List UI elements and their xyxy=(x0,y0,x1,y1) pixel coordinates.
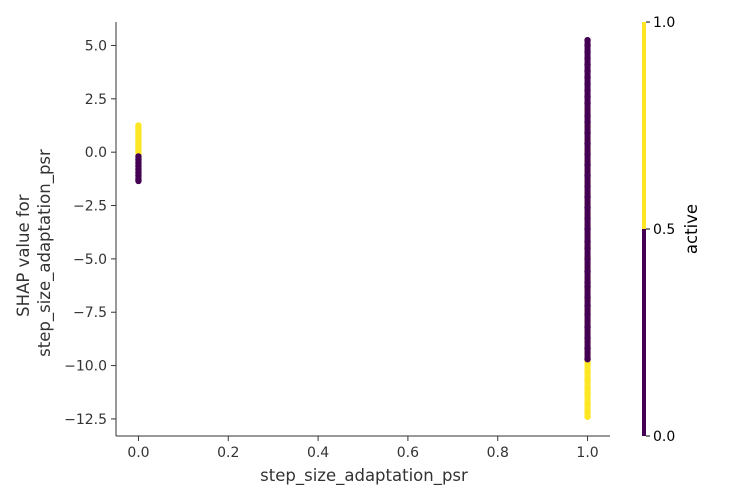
scatter-points xyxy=(135,36,591,420)
x-tick-label: 0.8 xyxy=(487,445,509,461)
scatter-point xyxy=(584,355,591,363)
x-tick-label: 0.0 xyxy=(127,445,149,461)
scatter-point xyxy=(584,140,591,147)
scatter-point xyxy=(584,255,591,263)
scatter-point xyxy=(584,323,591,331)
x-tick-label: 0.4 xyxy=(307,445,329,461)
scatter-point xyxy=(584,61,591,68)
x-tick-label: 0.2 xyxy=(217,445,239,461)
colorbar-tick-label: 0.5 xyxy=(653,222,675,238)
y-tick-label: −2.5 xyxy=(73,199,107,215)
scatter-point xyxy=(584,80,591,88)
scatter-point xyxy=(584,225,591,233)
scatter-point xyxy=(584,400,591,408)
y-tick-label: 2.5 xyxy=(85,92,107,108)
scatter-point xyxy=(584,183,591,190)
colorbar-high-segment xyxy=(642,22,646,229)
scatter-point xyxy=(584,48,591,56)
colorbar-label: active xyxy=(682,204,701,254)
scatter-point xyxy=(584,215,591,222)
scatter-point xyxy=(584,119,591,126)
scatter-point xyxy=(584,93,591,100)
scatter-point xyxy=(584,172,591,179)
scatter-point xyxy=(584,87,591,94)
scatter-point xyxy=(584,55,591,62)
scatter-point xyxy=(584,42,591,49)
y-tick-label: −10.0 xyxy=(64,359,107,375)
scatter-point xyxy=(584,36,591,44)
scatter-point xyxy=(584,283,591,290)
y-axis-label: SHAP value for step_size_adaptation_psr xyxy=(14,149,55,357)
scatter-point xyxy=(584,294,591,301)
scatter-point xyxy=(584,245,591,252)
scatter-point xyxy=(584,334,591,342)
scatter-point xyxy=(584,377,591,384)
y-tick-label: −5.0 xyxy=(73,252,107,268)
scatter-point xyxy=(584,238,591,246)
scatter-point xyxy=(584,129,591,137)
y-axis-label-line-2: step_size_adaptation_psr xyxy=(35,149,55,357)
colorbar-ticks: 0.0 0.5 1.0 xyxy=(646,15,675,445)
x-tick-label: 0.6 xyxy=(397,445,419,461)
y-tick-label: 5.0 xyxy=(85,38,107,54)
y-axis-label-line-1: SHAP value for xyxy=(14,194,33,317)
axes: 0.0 0.2 0.4 0.6 0.8 1.0 5.0 2.5 0.0 −2.5 −5.0 −7.5 −… xyxy=(64,22,610,461)
colorbar-tick-label: 1.0 xyxy=(653,15,675,31)
y-tick-label: 0.0 xyxy=(85,145,107,161)
scatter-point xyxy=(584,99,591,107)
scatter-point xyxy=(584,302,591,310)
scatter-point xyxy=(584,413,591,420)
scatter-point xyxy=(584,193,591,201)
scatter-point xyxy=(584,345,591,352)
scatter-point xyxy=(584,161,591,169)
scatter-point xyxy=(135,177,142,185)
x-axis-label: step_size_adaptation_psr xyxy=(260,466,468,486)
scatter-point xyxy=(584,67,591,75)
scatter-point xyxy=(584,112,591,120)
colorbar: 0.0 0.5 1.0 active xyxy=(642,15,701,445)
scatter-point xyxy=(584,268,591,275)
scatter-point xyxy=(584,151,591,158)
scatter-point xyxy=(584,368,591,376)
x-tick-label: 1.0 xyxy=(576,445,598,461)
scatter-point xyxy=(584,74,591,81)
scatter-point xyxy=(584,204,591,211)
scatter-point xyxy=(584,311,591,318)
scatter-point xyxy=(584,390,591,397)
y-tick-label: −12.5 xyxy=(64,412,107,428)
colorbar-tick-label: 0.0 xyxy=(653,429,675,445)
colorbar-low-segment xyxy=(642,229,646,436)
y-tick-label: −7.5 xyxy=(73,305,107,321)
